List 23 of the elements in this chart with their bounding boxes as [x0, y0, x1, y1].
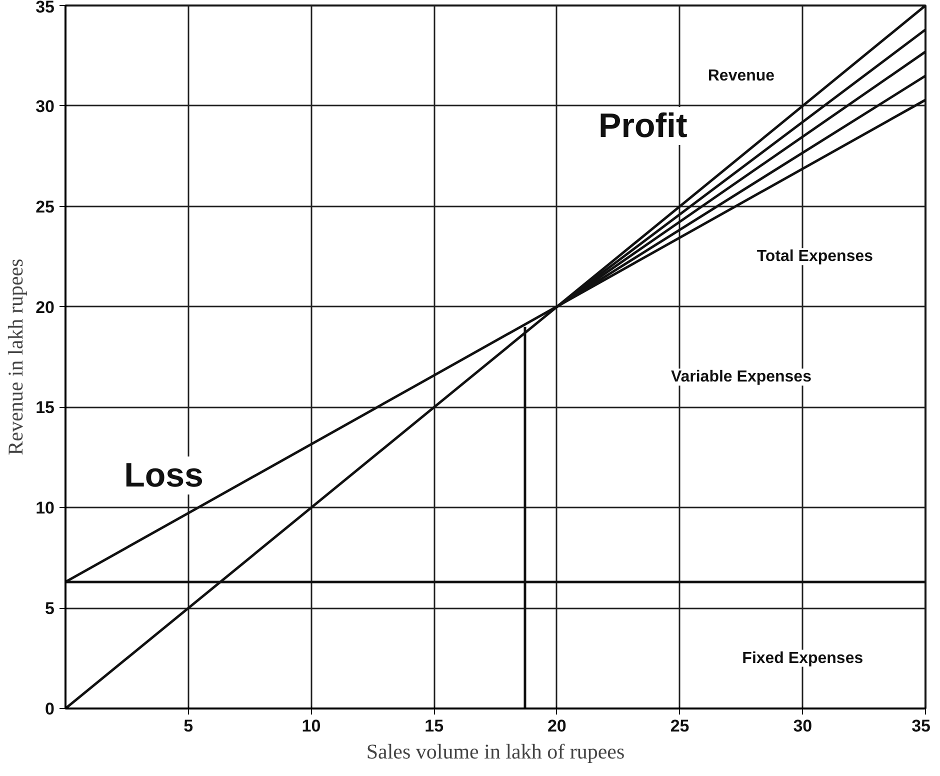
y-tick-label: 5 [45, 599, 55, 618]
y-axis-title: Revenue in lakh rupees [4, 258, 28, 456]
annotation: Revenue [708, 67, 775, 84]
x-tick-label: 30 [793, 716, 812, 736]
x-axis-title: Sales volume in lakh of rupees [366, 740, 625, 764]
annotation: Loss [124, 456, 204, 495]
y-tick-label: 35 [36, 0, 55, 16]
x-tick-label: 20 [547, 716, 566, 736]
y-tick-label: 10 [36, 498, 55, 518]
annotation: Fixed Expenses [742, 650, 864, 667]
y-tick-label: 30 [36, 96, 55, 116]
y-tick-label: 20 [36, 298, 55, 317]
x-tick-label: 15 [424, 716, 444, 736]
annotation: Total Expenses [756, 248, 874, 266]
x-tick-label: 35 [912, 716, 931, 736]
annotation: Variable Expenses [670, 368, 812, 386]
annotation: Profit [598, 107, 688, 146]
y-tick-label: 0 [45, 700, 55, 718]
x-tick-label: 5 [184, 716, 194, 736]
x-tick-label: 25 [670, 716, 690, 736]
x-tick-label: 10 [302, 716, 321, 736]
y-tick-label: 15 [36, 398, 55, 418]
y-tick-label: 25 [36, 197, 55, 216]
